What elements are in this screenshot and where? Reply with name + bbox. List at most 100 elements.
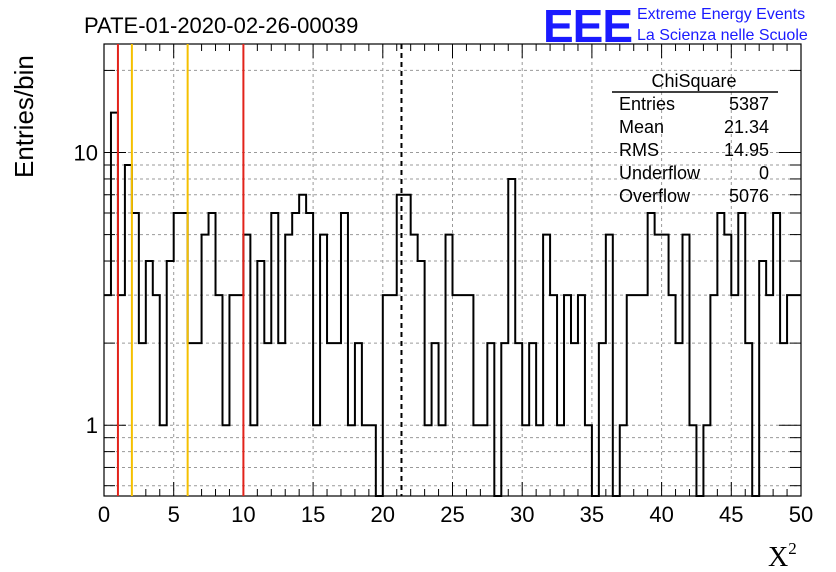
histogram-bin (703, 425, 710, 496)
chart-title: PATE-01-2020-02-26-00039 (84, 13, 358, 38)
histogram-bin (529, 343, 536, 496)
histogram-bin (655, 235, 662, 496)
histogram-bin (153, 295, 160, 496)
histogram-bin (320, 235, 327, 496)
histogram-bin (676, 343, 683, 496)
x-axis-label-main: X (768, 542, 788, 572)
histogram-outline (104, 111, 801, 497)
histogram-bin (327, 343, 334, 496)
stats-value: 5387 (729, 94, 769, 114)
x-tick-label: 30 (510, 502, 534, 527)
histogram-bin (160, 425, 167, 496)
y-axis-label: Entries/bin (9, 55, 39, 178)
histogram-bin (759, 261, 766, 496)
stats-value: 14.95 (724, 140, 769, 160)
histogram-bin (508, 179, 515, 496)
histogram-bin (383, 295, 390, 496)
histogram-bin (118, 295, 125, 496)
histogram-bin (717, 213, 724, 496)
histogram-bin (132, 213, 139, 496)
histogram-bin (710, 295, 717, 496)
histogram-bin (689, 425, 696, 496)
histogram-bin (292, 213, 299, 496)
histogram-bin (766, 295, 773, 496)
x-tick-label: 40 (649, 502, 673, 527)
stats-rows: Entries 5387 Mean 21.34 RMS 14.95 Underflow 0 Ov… (619, 94, 769, 206)
stats-title: ChiSquare (651, 71, 736, 91)
histogram-bin (738, 213, 745, 496)
histogram-bin (780, 343, 787, 496)
histogram-bin (139, 343, 146, 496)
histogram-bin (543, 235, 550, 496)
histogram-bin (104, 295, 111, 496)
histogram-bin (216, 295, 223, 496)
histogram-bin (229, 295, 236, 496)
y-tick-label: 10 (74, 141, 98, 166)
grid (104, 44, 801, 496)
x-tick-label: 10 (231, 502, 255, 527)
histogram-bin (425, 425, 432, 496)
x-axis-label: X2 (768, 539, 797, 572)
stats-value: 21.34 (724, 117, 769, 137)
histogram-bin (501, 343, 508, 496)
stats-box: ChiSquare Entries 5387 Mean 21.34 RMS 14.95 Un… (612, 71, 778, 206)
histogram-bin (209, 213, 216, 496)
histogram-bin (264, 343, 271, 496)
histogram-bin (125, 165, 132, 496)
histogram-bin (480, 425, 487, 496)
histogram-bin (446, 235, 453, 496)
histogram-bin (557, 425, 564, 496)
histogram-bin (111, 113, 118, 496)
histogram-bin (627, 295, 634, 496)
histogram-bin (278, 343, 285, 496)
histogram-bin (250, 425, 257, 496)
histogram-bin (369, 425, 376, 496)
x-tick-label: 45 (719, 502, 743, 527)
x-tick-label: 0 (98, 502, 110, 527)
histogram-bin (620, 425, 627, 496)
histogram-bin (271, 213, 278, 496)
histogram-bin (188, 343, 195, 496)
x-tick-label: 50 (789, 502, 813, 527)
histogram-bin (550, 295, 557, 496)
histogram-bars (104, 111, 801, 497)
axis-ticks (103, 44, 802, 496)
histogram-bin (606, 235, 613, 496)
histogram-bin (571, 343, 578, 496)
histogram-bin (599, 343, 606, 496)
histogram-bin (683, 235, 690, 496)
x-tick-label: 35 (580, 502, 604, 527)
histogram-bin (362, 425, 369, 496)
histogram-bin (432, 343, 439, 496)
stats-value: 5076 (729, 186, 769, 206)
tick-labels: 0 5 10 15 20 25 30 35 40 45 50 1 10 (74, 141, 814, 527)
histogram-bin (641, 295, 648, 496)
histogram-bin (390, 295, 397, 496)
stats-value: 0 (759, 163, 769, 183)
histogram-bin (724, 235, 731, 496)
x-tick-label: 25 (440, 502, 464, 527)
stats-label: RMS (619, 140, 659, 160)
histogram-bin (355, 343, 362, 496)
histogram-bin (648, 213, 655, 496)
histogram-bin (341, 213, 348, 496)
histogram-bin (202, 235, 209, 496)
histogram-bin (522, 425, 529, 496)
histogram-bin (257, 261, 264, 496)
x-axis-label-sup: 2 (788, 539, 797, 558)
histogram-bin (348, 425, 355, 496)
histogram-bin (411, 235, 418, 496)
eee-logo-mark: EEE (543, 0, 632, 52)
histogram-bin (787, 295, 794, 496)
x-tick-label: 20 (371, 502, 395, 527)
histogram-bin (453, 295, 460, 496)
histogram-bin (285, 235, 292, 496)
histogram-bin (669, 295, 676, 496)
histogram-bin (662, 235, 669, 496)
histogram-bin (236, 295, 243, 496)
histogram-bin (313, 425, 320, 496)
histogram-bin (404, 195, 411, 496)
stats-label: Overflow (619, 186, 691, 206)
histogram-bin (181, 213, 188, 496)
